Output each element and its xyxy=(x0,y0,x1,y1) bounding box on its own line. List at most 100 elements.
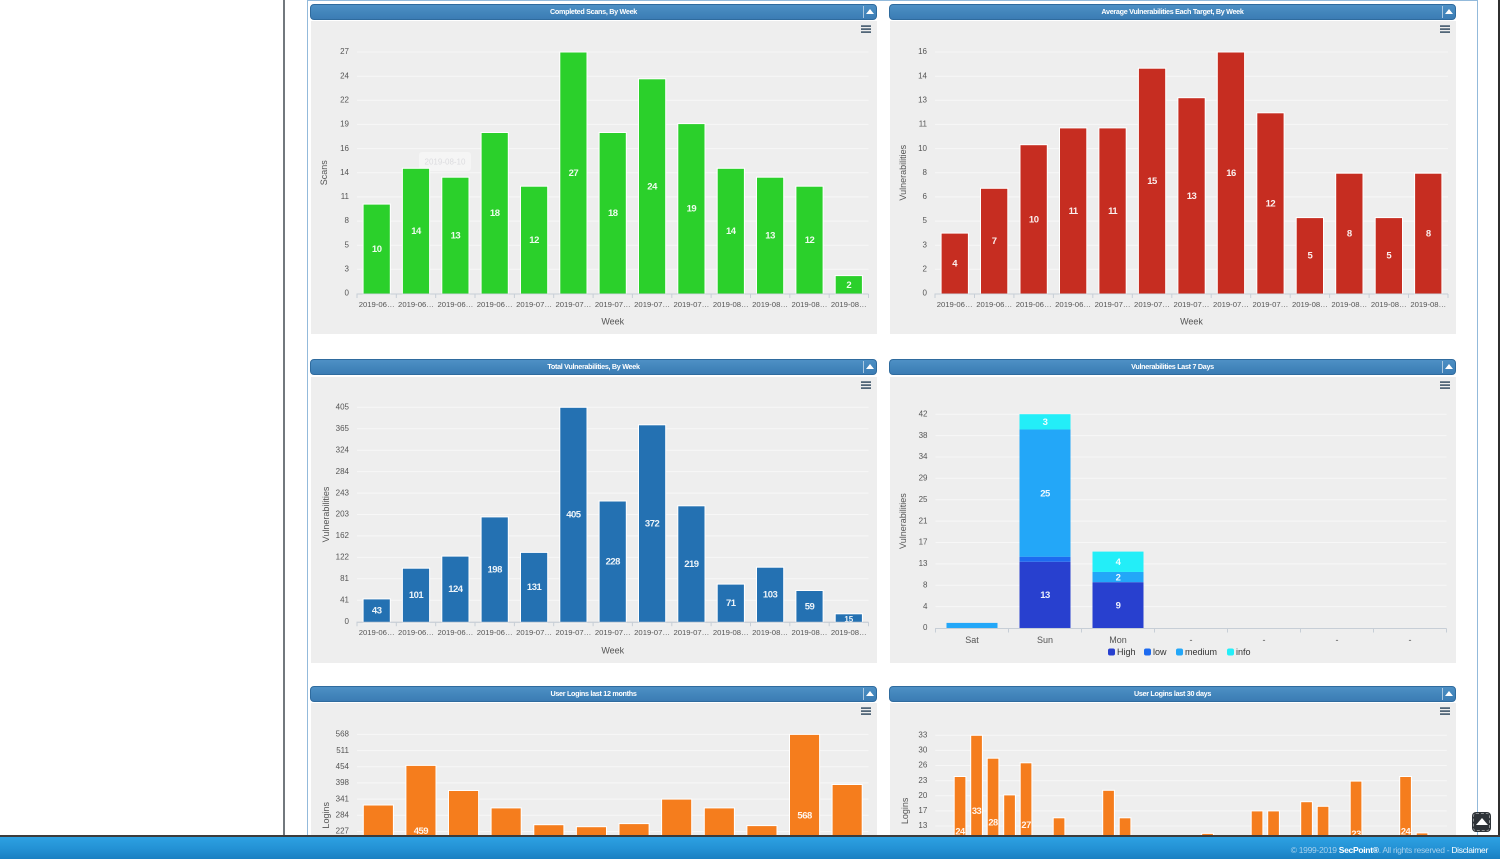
svg-text:71: 71 xyxy=(726,598,737,609)
svg-text:38: 38 xyxy=(919,431,928,440)
svg-text:454: 454 xyxy=(336,762,350,771)
svg-text:22: 22 xyxy=(340,96,349,105)
svg-text:2019-07…: 2019-07… xyxy=(595,300,631,309)
svg-text:2019-06…: 2019-06… xyxy=(398,300,434,309)
svg-text:4: 4 xyxy=(923,602,928,611)
svg-text:14: 14 xyxy=(918,71,927,80)
svg-text:2019-08…: 2019-08… xyxy=(713,300,749,309)
svg-text:243: 243 xyxy=(336,488,350,497)
svg-text:24: 24 xyxy=(340,71,349,80)
svg-text:43: 43 xyxy=(372,606,382,617)
svg-text:2019-07…: 2019-07… xyxy=(1174,300,1210,309)
svg-text:2019-07…: 2019-07… xyxy=(516,300,552,309)
svg-text:2019-08…: 2019-08… xyxy=(831,300,867,309)
svg-text:Scans: Scans xyxy=(319,160,329,186)
svg-text:2019-08…: 2019-08… xyxy=(1410,300,1446,309)
svg-text:5: 5 xyxy=(345,240,350,249)
svg-text:Vulnerabilities: Vulnerabilities xyxy=(898,493,908,549)
svg-text:27: 27 xyxy=(569,168,579,179)
svg-text:30: 30 xyxy=(918,746,927,755)
svg-text:26: 26 xyxy=(918,761,927,770)
svg-text:33: 33 xyxy=(972,806,982,816)
svg-text:324: 324 xyxy=(336,445,350,454)
svg-text:5: 5 xyxy=(1308,251,1314,262)
svg-text:29: 29 xyxy=(919,474,928,483)
svg-text:25: 25 xyxy=(919,495,928,504)
svg-text:-: - xyxy=(1409,635,1412,645)
svg-text:0: 0 xyxy=(923,623,928,632)
svg-text:13: 13 xyxy=(765,231,775,242)
svg-text:21: 21 xyxy=(919,516,928,525)
svg-text:122: 122 xyxy=(336,553,350,562)
svg-text:2019-08…: 2019-08… xyxy=(1331,300,1367,309)
svg-text:12: 12 xyxy=(805,235,815,246)
svg-text:198: 198 xyxy=(488,565,503,576)
svg-text:2019-08…: 2019-08… xyxy=(831,628,867,637)
svg-text:info: info xyxy=(1236,647,1251,657)
svg-text:3: 3 xyxy=(345,265,350,274)
svg-text:2: 2 xyxy=(846,280,851,291)
svg-text:14: 14 xyxy=(340,168,349,177)
svg-text:2019-06…: 2019-06… xyxy=(1016,300,1052,309)
svg-text:medium: medium xyxy=(1185,647,1217,657)
svg-text:16: 16 xyxy=(918,47,927,56)
svg-text:13: 13 xyxy=(1187,191,1197,202)
svg-text:2019-06…: 2019-06… xyxy=(437,300,473,309)
svg-text:18: 18 xyxy=(490,208,500,219)
svg-text:2019-08…: 2019-08… xyxy=(713,628,749,637)
svg-text:34: 34 xyxy=(919,452,928,461)
svg-text:0: 0 xyxy=(345,289,350,298)
svg-text:4: 4 xyxy=(1116,557,1122,568)
svg-text:33: 33 xyxy=(918,731,927,740)
svg-text:18: 18 xyxy=(608,208,618,219)
svg-text:13: 13 xyxy=(918,96,927,105)
svg-text:2019-08…: 2019-08… xyxy=(792,628,828,637)
svg-text:405: 405 xyxy=(566,510,582,521)
svg-text:203: 203 xyxy=(336,510,350,519)
svg-text:42: 42 xyxy=(919,409,928,418)
svg-text:Logins: Logins xyxy=(321,802,331,829)
svg-text:15: 15 xyxy=(844,615,853,624)
svg-text:41: 41 xyxy=(340,596,349,605)
svg-text:2019-07…: 2019-07… xyxy=(555,300,591,309)
svg-text:2019-07…: 2019-07… xyxy=(673,628,709,637)
svg-text:59: 59 xyxy=(805,601,815,612)
svg-text:25: 25 xyxy=(1040,488,1051,499)
svg-text:11: 11 xyxy=(919,120,928,129)
svg-text:5: 5 xyxy=(923,216,928,225)
svg-text:Week: Week xyxy=(601,317,624,327)
svg-text:8: 8 xyxy=(345,216,350,225)
svg-text:20: 20 xyxy=(918,791,927,800)
svg-text:15: 15 xyxy=(1147,176,1158,187)
svg-text:17: 17 xyxy=(918,806,927,815)
svg-text:Sun: Sun xyxy=(1037,635,1053,645)
svg-text:511: 511 xyxy=(336,746,349,755)
svg-text:8: 8 xyxy=(1426,229,1431,240)
svg-text:-: - xyxy=(1190,635,1193,645)
svg-text:2019-07…: 2019-07… xyxy=(634,300,670,309)
svg-text:Week: Week xyxy=(601,646,624,656)
svg-text:2019-07…: 2019-07… xyxy=(1252,300,1288,309)
svg-text:2019-07…: 2019-07… xyxy=(516,628,552,637)
svg-text:Sat: Sat xyxy=(965,635,979,645)
svg-text:2019-08…: 2019-08… xyxy=(792,300,828,309)
svg-text:23: 23 xyxy=(918,776,927,785)
svg-text:0: 0 xyxy=(345,617,350,626)
svg-text:14: 14 xyxy=(411,226,422,237)
svg-text:372: 372 xyxy=(645,518,660,529)
svg-text:2019-08…: 2019-08… xyxy=(752,628,788,637)
svg-text:2019-07…: 2019-07… xyxy=(1095,300,1131,309)
svg-text:24: 24 xyxy=(955,827,966,837)
svg-text:103: 103 xyxy=(763,590,778,601)
svg-text:11: 11 xyxy=(1069,206,1079,217)
svg-text:398: 398 xyxy=(336,778,350,787)
svg-text:Logins: Logins xyxy=(900,797,910,824)
svg-text:low: low xyxy=(1153,647,1167,657)
svg-text:284: 284 xyxy=(336,467,350,476)
svg-text:27: 27 xyxy=(340,47,349,56)
svg-text:High: High xyxy=(1117,647,1136,657)
svg-text:227: 227 xyxy=(336,827,350,836)
svg-text:81: 81 xyxy=(340,574,349,583)
svg-text:7: 7 xyxy=(992,236,997,247)
svg-text:405: 405 xyxy=(336,403,350,412)
